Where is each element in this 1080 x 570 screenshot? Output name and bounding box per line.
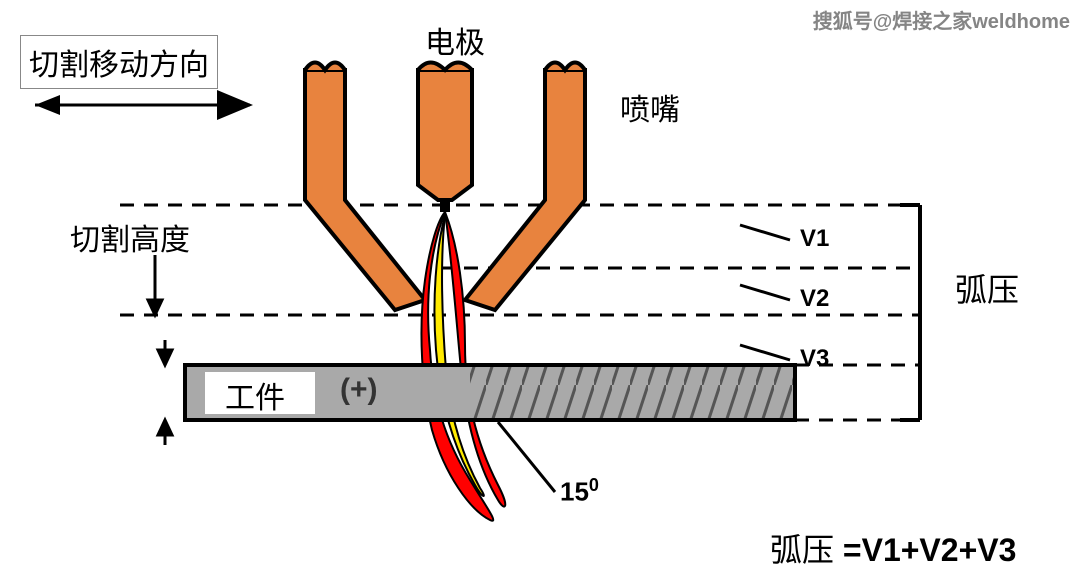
v2-label: V2: [800, 285, 829, 313]
v1-label: V1: [800, 225, 829, 253]
cut-height-label: 切割高度: [70, 215, 190, 259]
nozzle-assembly: [305, 63, 585, 311]
angle-indicator: [498, 422, 555, 492]
arc-voltage-bracket: [900, 205, 920, 420]
angle-value: 150: [560, 475, 599, 508]
arc-voltage-label: 弧压: [955, 265, 1019, 311]
workpiece-thickness-arrows: [158, 340, 172, 445]
equation: 弧压 =V1+V2+V3: [770, 525, 1016, 570]
v3-label: V3: [800, 345, 829, 373]
voltage-leaders: [740, 225, 790, 360]
polarity-label: (+): [340, 373, 378, 407]
cut-height-arrow: [148, 255, 162, 315]
watermark-text: 搜狐号@焊接之家weldhome: [813, 5, 1070, 34]
electrode-label: 电极: [425, 18, 485, 62]
cut-direction-label: 切割移动方向: [20, 35, 218, 89]
nozzle-label: 喷嘴: [620, 85, 680, 129]
workpiece-label: 工件: [225, 373, 285, 417]
